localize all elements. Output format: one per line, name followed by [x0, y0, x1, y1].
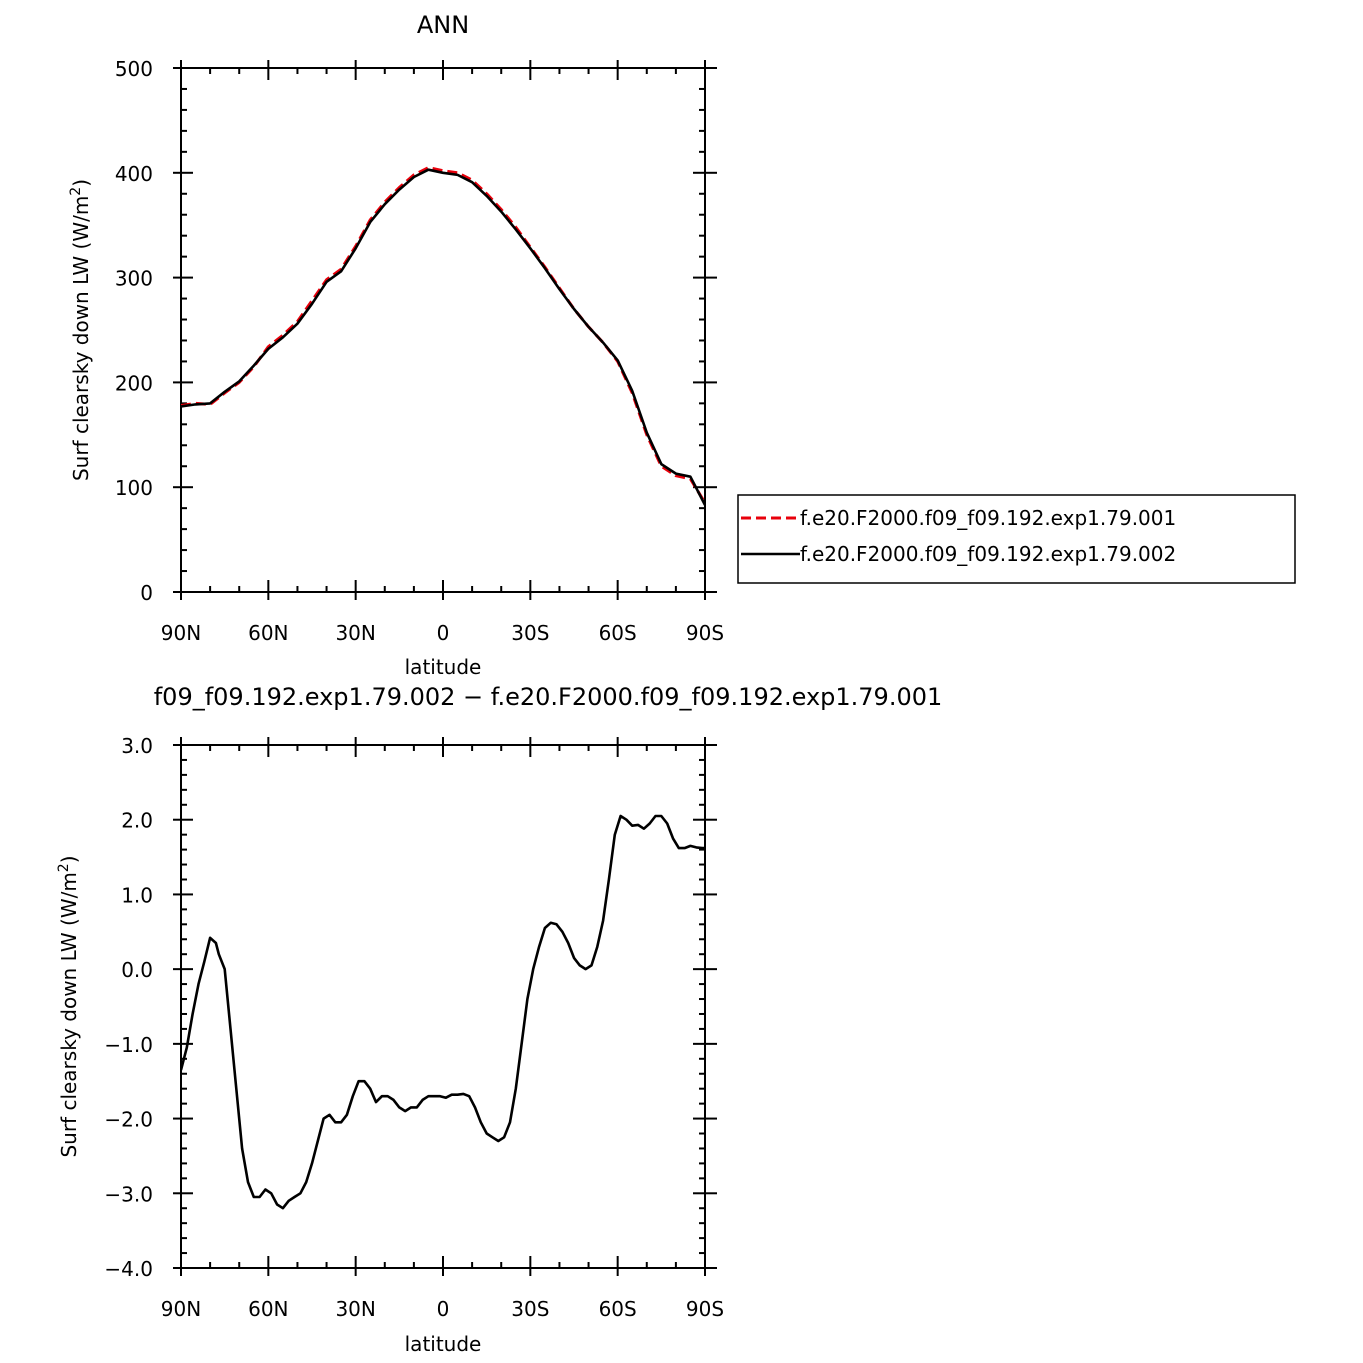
series-line-2 [181, 168, 705, 506]
series-line-1 [181, 166, 705, 504]
y-tick-label: 0.0 [121, 958, 153, 982]
y-tick-label: −4.0 [104, 1257, 153, 1281]
x-tick-label: 30S [511, 621, 549, 645]
x-tick-label: 30N [335, 1297, 375, 1321]
series-line-1 [181, 814, 705, 1210]
x-tick-label: 90N [161, 1297, 201, 1321]
y-tick-label: −3.0 [104, 1182, 153, 1206]
y-axis-title-sup: 2 [56, 863, 72, 872]
y-tick-label: 2.0 [121, 809, 153, 833]
legend-box [737, 494, 1296, 584]
x-tick-label: 0 [437, 621, 450, 645]
x-tick-label: 30N [335, 621, 375, 645]
chart-title: f09_f09.192.exp1.79.002 − f.e20.F2000.f0… [154, 683, 943, 711]
y-axis-title-end: ) [69, 179, 93, 187]
legend-label-1: f.e20.F2000.f09_f09.192.exp1.79.001 [800, 506, 1176, 530]
x-tick-label: 60S [599, 1297, 637, 1321]
x-axis-title: latitude [405, 655, 482, 679]
y-tick-label: 400 [115, 162, 153, 186]
y-tick-label: −1.0 [104, 1033, 153, 1057]
y-tick-label: 500 [115, 57, 153, 81]
x-tick-label: 30S [511, 1297, 549, 1321]
x-tick-label: 60N [248, 621, 288, 645]
chart-title: ANN [417, 11, 469, 39]
y-tick-label: 0 [140, 581, 153, 605]
y-tick-label: 300 [115, 267, 153, 291]
x-tick-label: 60S [599, 621, 637, 645]
x-tick-label: 90S [686, 621, 724, 645]
y-tick-label: 100 [115, 476, 153, 500]
plot-frame [180, 67, 706, 593]
y-axis-title: Surf clearsky down LW (W/m2) [56, 855, 81, 1157]
y-axis-title-main: Surf clearsky down LW (W/m [57, 872, 81, 1157]
x-tick-label: 60N [248, 1297, 288, 1321]
y-axis-title-sup: 2 [68, 187, 84, 196]
y-tick-label: −2.0 [104, 1108, 153, 1132]
plot-frame [180, 744, 706, 1269]
x-axis-title: latitude [405, 1332, 482, 1356]
y-axis-title: Surf clearsky down LW (W/m2) [68, 179, 93, 481]
x-tick-label: 0 [437, 1297, 450, 1321]
legend: f.e20.F2000.f09_f09.192.exp1.79.001 f.e20… [737, 494, 1296, 584]
chart-panel-2: f09_f09.192.exp1.79.002 − f.e20.F2000.f0… [56, 683, 942, 1356]
x-tick-label: 90S [686, 1297, 724, 1321]
y-tick-label: 200 [115, 371, 153, 395]
x-tick-label: 90N [161, 621, 201, 645]
y-axis-title-end: ) [57, 855, 81, 863]
chart-panel-1: ANN 90N 60N 30N 0 30S 60S 90S 0 100 200 300 400 500 la… [68, 11, 1296, 679]
y-tick-label: 1.0 [121, 883, 153, 907]
y-axis-title-main: Surf clearsky down LW (W/m [69, 196, 93, 481]
legend-label-2: f.e20.F2000.f09_f09.192.exp1.79.002 [800, 542, 1176, 566]
y-tick-label: 3.0 [121, 734, 153, 758]
